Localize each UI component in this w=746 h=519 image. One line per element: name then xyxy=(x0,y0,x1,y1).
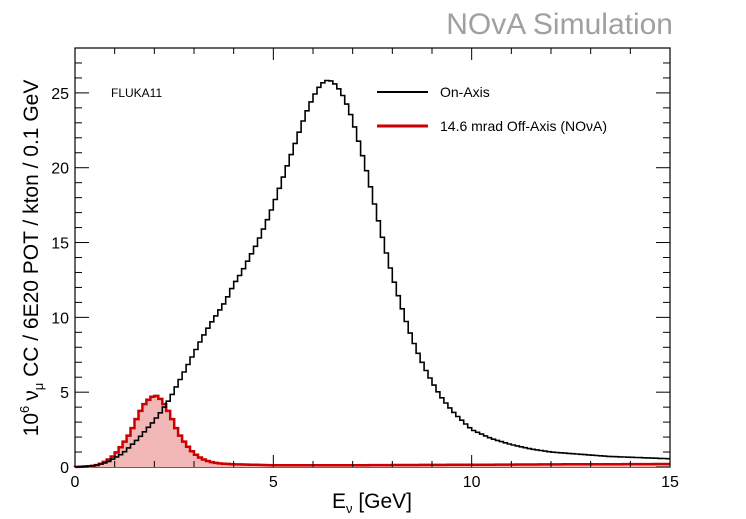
simulation-watermark: NOvA Simulation xyxy=(446,8,673,41)
y-axis-label-nu: ν xyxy=(20,390,43,401)
y-axis-label: 106 νμ CC / 6E20 POT / kton / 0.1 GeV xyxy=(17,80,46,437)
y-tick-label: 15 xyxy=(51,236,69,253)
y-axis-label-prefix: 10 xyxy=(20,413,43,436)
x-axis-label-sub: ν xyxy=(346,501,353,516)
tick-layer: 0 5 10 15 0 5 10 15 20 25 xyxy=(51,47,679,491)
y-tick-label: 0 xyxy=(60,460,69,477)
fluka-annotation: FLUKA11 xyxy=(111,86,162,100)
x-tick-label: 0 xyxy=(71,474,80,491)
y-tick-label: 5 xyxy=(60,385,69,402)
x-axis-label: Eν [GeV] xyxy=(332,490,412,516)
x-axis-label-tail: [GeV] xyxy=(352,490,412,513)
y-tick-label: 10 xyxy=(51,310,69,327)
y-axis-label-exp: 6 xyxy=(17,406,32,413)
x-tick-label: 15 xyxy=(661,474,679,491)
series-fill-off-axis xyxy=(75,395,670,467)
series-layer xyxy=(73,79,670,469)
legend: On-Axis 14.6 mrad Off-Axis (NOνA) xyxy=(377,84,607,134)
x-tick-label: 5 xyxy=(269,474,278,491)
series-line-on-axis xyxy=(74,79,670,468)
y-tick-label: 25 xyxy=(51,86,69,103)
y-tick-label: 20 xyxy=(51,161,69,178)
y-axis-label-tail: CC / 6E20 POT / kton / 0.1 GeV xyxy=(20,80,43,383)
legend-label-off-axis: 14.6 mrad Off-Axis (NOνA) xyxy=(440,118,607,134)
x-tick-label: 10 xyxy=(463,474,481,491)
y-axis-label-sub: μ xyxy=(31,383,46,391)
x-axis-label-main: E xyxy=(332,490,346,513)
legend-label-on-axis: On-Axis xyxy=(440,84,490,100)
series-line-off-axis xyxy=(73,394,670,469)
